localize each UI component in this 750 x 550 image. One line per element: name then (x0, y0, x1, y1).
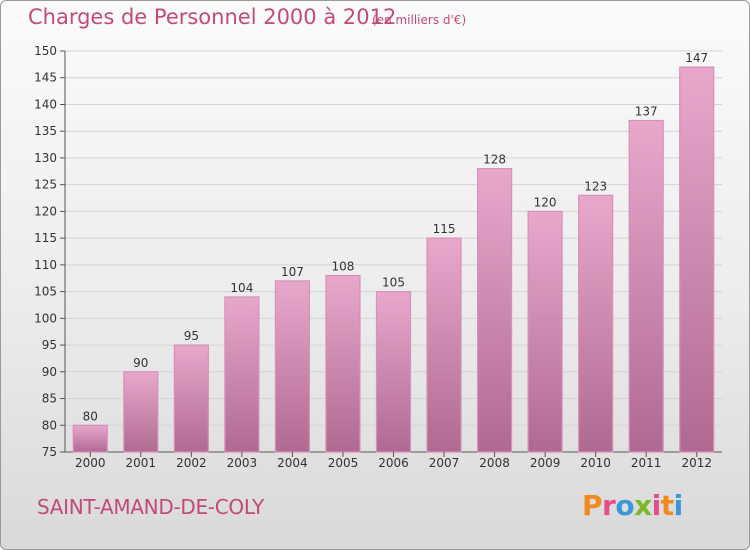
logo-letter: o (615, 489, 635, 522)
bar-value-label: 104 (230, 281, 253, 295)
bar (123, 371, 159, 453)
x-tick-label: 2012 (681, 456, 712, 470)
x-tick-label: 2003 (227, 456, 258, 470)
x-tick-label: 2002 (176, 456, 207, 470)
chart-title: Charges de Personnel 2000 à 2012 (28, 5, 397, 29)
x-tick-label: 2007 (429, 456, 460, 470)
logo-letter: i (673, 489, 684, 522)
bar-value-label: 108 (332, 260, 355, 274)
bar-value-label: 123 (584, 179, 607, 193)
x-tick-label: 2010 (580, 456, 611, 470)
bar-value-label: 137 (635, 105, 658, 119)
y-tick-label: 90 (42, 365, 57, 379)
x-tick-label: 2006 (378, 456, 409, 470)
bar (679, 66, 715, 453)
bar (72, 424, 108, 453)
bar (224, 296, 260, 453)
bar-value-label: 115 (433, 222, 456, 236)
y-tick-label: 75 (42, 445, 57, 459)
bar (426, 237, 462, 453)
x-tick-label: 2001 (126, 456, 157, 470)
bar (628, 119, 664, 453)
bar-value-label: 105 (382, 276, 405, 290)
y-tick-label: 100 (34, 311, 57, 325)
y-tick-label: 105 (34, 285, 57, 299)
bar-value-label: 147 (685, 51, 708, 65)
x-tick-label: 2000 (75, 456, 106, 470)
bar (173, 344, 209, 453)
logo-letter: r (602, 489, 616, 522)
bar-value-label: 95 (184, 329, 199, 343)
bar-value-label: 80 (83, 409, 98, 423)
logo-letter: t (660, 489, 674, 522)
x-tick-label: 2008 (479, 456, 510, 470)
y-tick-label: 95 (42, 338, 57, 352)
bar (375, 291, 412, 453)
bar-value-label: 90 (133, 356, 148, 370)
bar (476, 168, 513, 453)
x-axis: 2000 2001 2002 2003 2004 2005 2006 2007 2008 2009… (75, 452, 712, 470)
logo-letter: i (651, 489, 662, 522)
chart-subtitle: (en milliers d'€) (372, 13, 467, 27)
y-tick-label: 120 (34, 204, 57, 218)
y-tick-label: 135 (34, 124, 57, 138)
commune-name: SAINT-AMAND-DE-COLY (37, 495, 264, 519)
y-tick-label: 130 (34, 151, 57, 165)
bar (578, 194, 614, 453)
y-tick-label: 80 (42, 418, 57, 432)
bar (325, 274, 361, 453)
value-labels: 80 90 95 104 107 108 105 115 128 120 123 137 147 (83, 51, 709, 423)
proxiti-logo: Proxiti (582, 489, 683, 522)
bar-value-label: 128 (483, 153, 506, 167)
logo-letter: x (634, 489, 652, 522)
y-tick-label: 145 (34, 71, 57, 85)
bars (72, 66, 715, 453)
y-tick-label: 85 (42, 392, 57, 406)
y-tick-label: 115 (34, 231, 57, 245)
x-tick-label: 2004 (277, 456, 308, 470)
x-tick-label: 2011 (631, 456, 662, 470)
x-tick-label: 2009 (530, 456, 561, 470)
y-tick-label: 140 (34, 97, 57, 111)
x-tick-label: 2005 (328, 456, 359, 470)
y-tick-label: 110 (34, 258, 57, 272)
bar-value-label: 107 (281, 265, 304, 279)
bar (274, 280, 311, 453)
bar-value-label: 120 (534, 195, 557, 209)
y-tick-label: 125 (34, 178, 57, 192)
logo-letter: P (582, 489, 603, 522)
bar (527, 210, 563, 453)
y-tick-label: 150 (34, 44, 57, 58)
